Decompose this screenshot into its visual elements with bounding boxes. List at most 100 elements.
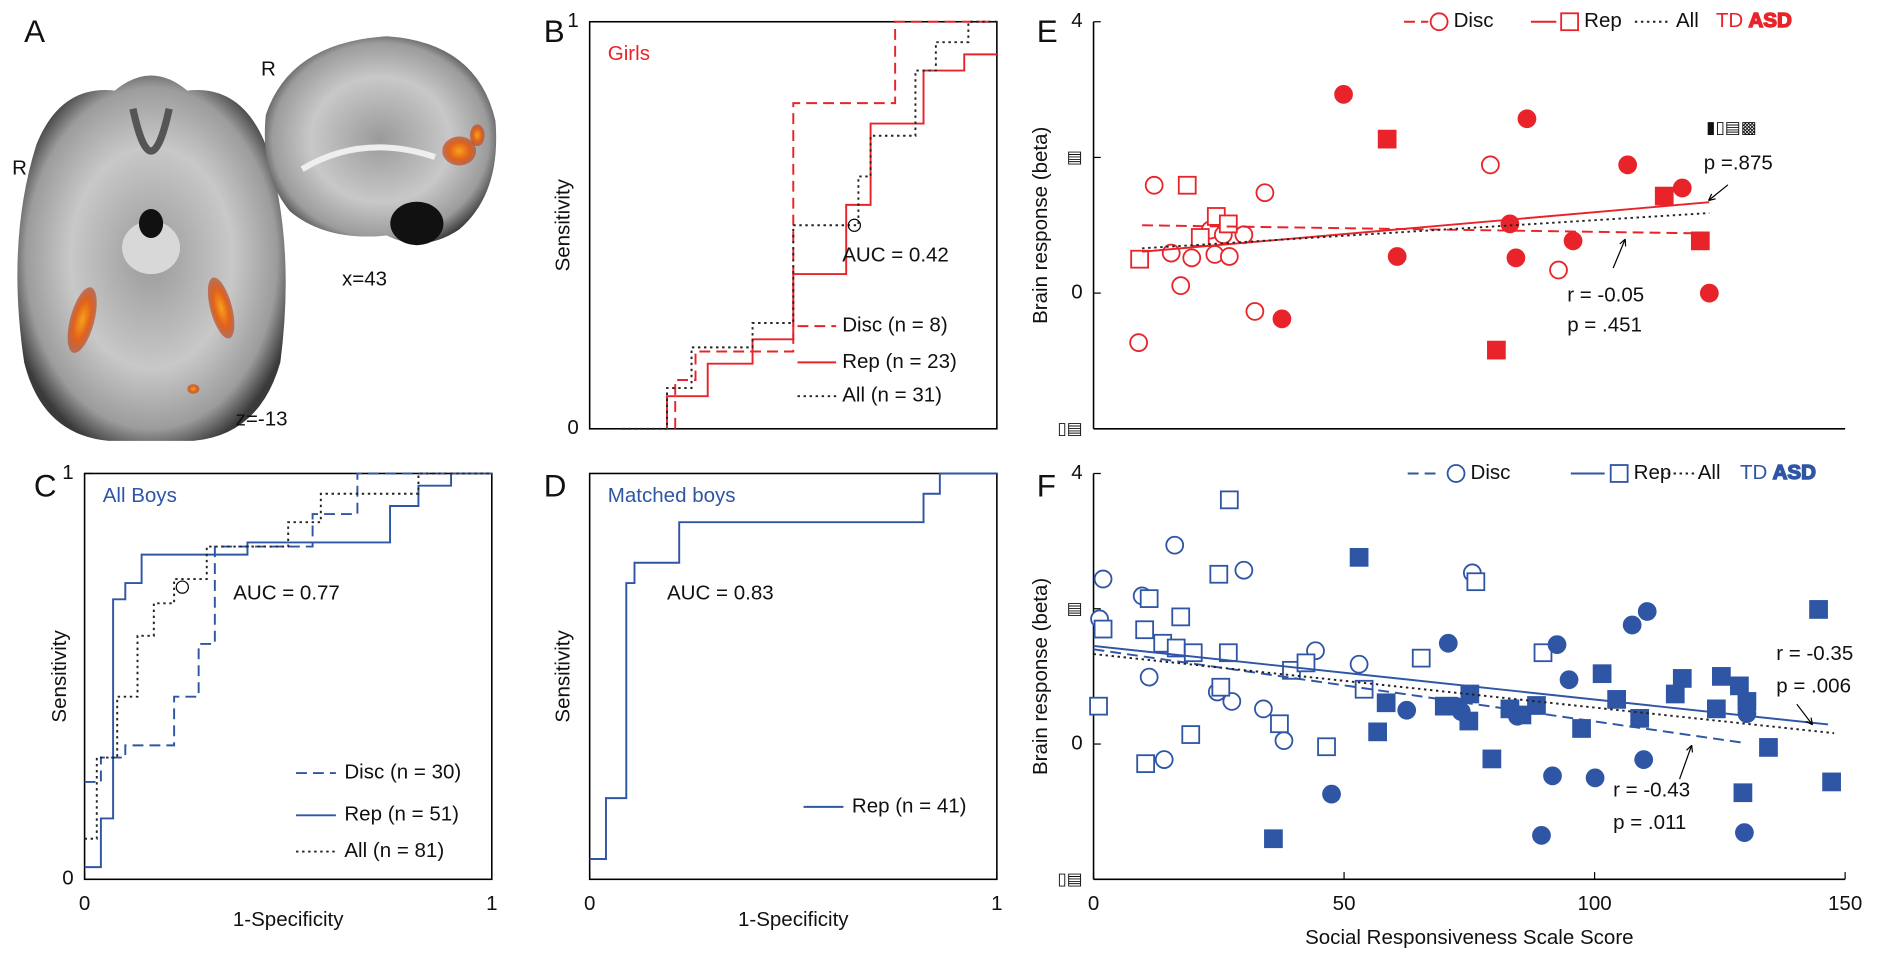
slice-label: z=-13 xyxy=(236,408,288,431)
point xyxy=(1093,619,1113,639)
annotation: p =.875 xyxy=(1704,152,1773,175)
legend-label: Disc xyxy=(1471,461,1511,484)
point xyxy=(1654,186,1674,206)
x-tick-label: 1 xyxy=(991,892,1002,915)
annotation: r = -0.43 xyxy=(1613,779,1690,802)
y-tick-label: 1 xyxy=(567,9,578,32)
point xyxy=(1487,340,1506,360)
point xyxy=(1296,653,1316,673)
point xyxy=(1411,648,1431,668)
point xyxy=(1190,228,1210,247)
point xyxy=(1211,677,1231,697)
panel-letter: C xyxy=(34,468,57,503)
point xyxy=(1607,690,1627,709)
point xyxy=(1460,684,1480,704)
point xyxy=(1144,175,1164,195)
point xyxy=(1434,696,1454,716)
point xyxy=(1672,669,1692,688)
roc-curve xyxy=(84,472,492,869)
point xyxy=(1466,572,1486,592)
point xyxy=(1219,247,1239,266)
point xyxy=(1274,731,1294,751)
legend-label: Disc (n = 8) xyxy=(842,314,947,337)
point xyxy=(1376,693,1396,713)
point xyxy=(1161,243,1181,263)
group-label: TD xyxy=(1740,461,1767,484)
point xyxy=(1672,178,1692,198)
activation xyxy=(442,136,477,166)
legend-label: Rep (n = 51) xyxy=(344,803,459,826)
y-tick-label: 0 xyxy=(1071,281,1082,304)
roc-curve xyxy=(84,472,492,783)
panel-letter: D xyxy=(544,468,567,503)
point xyxy=(1618,155,1638,175)
point xyxy=(1634,750,1654,769)
activation xyxy=(67,287,97,353)
point xyxy=(1322,784,1341,804)
point xyxy=(1533,643,1553,663)
point xyxy=(1665,684,1685,704)
point xyxy=(1368,722,1388,742)
roc-curve xyxy=(674,20,997,429)
point xyxy=(1264,829,1283,849)
activation xyxy=(470,124,485,147)
legend-label: Rep (n = 41) xyxy=(852,794,967,817)
point xyxy=(1549,260,1568,280)
legend-label: All xyxy=(1698,461,1721,484)
group-label: TD xyxy=(1716,9,1743,32)
annotation: ▮▯▤▩ xyxy=(1706,117,1757,137)
point xyxy=(1129,333,1149,352)
roc-curve xyxy=(666,53,997,429)
point xyxy=(1517,109,1537,129)
point xyxy=(1255,183,1275,203)
group-label: ASD xyxy=(1773,461,1816,484)
point xyxy=(1822,772,1841,792)
point xyxy=(1317,737,1336,757)
x-tick-label: 0 xyxy=(1088,892,1099,915)
point xyxy=(1482,749,1502,769)
legend-label: All xyxy=(1676,9,1699,32)
arrow-head xyxy=(1619,238,1627,247)
axes-box xyxy=(588,20,998,430)
legend-label: Disc xyxy=(1454,9,1494,32)
panel-letter: A xyxy=(24,14,45,49)
fit-line xyxy=(1142,224,1701,235)
roc-curve xyxy=(84,472,492,840)
x-axis-label: Social Responsiveness Scale Score xyxy=(1305,926,1633,949)
point xyxy=(1481,155,1500,175)
point xyxy=(1585,768,1605,788)
point xyxy=(1690,231,1710,251)
arrow xyxy=(1796,703,1813,726)
operating-point xyxy=(847,218,861,232)
arrow-head xyxy=(1686,744,1694,753)
point xyxy=(1543,766,1562,786)
point xyxy=(1089,696,1108,716)
fit-line xyxy=(1142,201,1710,253)
y-axis-label: Sensitivity xyxy=(48,629,71,722)
point xyxy=(1181,725,1201,744)
y-tick-label: 4 xyxy=(1071,461,1082,484)
point xyxy=(1218,214,1238,234)
panel-title: Matched boys xyxy=(608,484,736,507)
x-tick-label: 1 xyxy=(486,892,497,915)
point xyxy=(1699,283,1719,303)
ventricle xyxy=(138,208,164,238)
roc-curve xyxy=(622,20,997,430)
auc-label: AUC = 0.42 xyxy=(842,243,949,266)
legend-label: All (n = 81) xyxy=(344,839,444,862)
point xyxy=(1093,569,1113,589)
point xyxy=(1397,700,1417,720)
x-axis-label: 1-Specificity xyxy=(738,908,849,931)
side-label: R xyxy=(261,57,276,80)
sulcus xyxy=(129,107,173,155)
annotation: r = -0.35 xyxy=(1776,642,1853,665)
arrow-head xyxy=(1708,193,1716,202)
auc-label: AUC = 0.77 xyxy=(233,582,340,605)
point xyxy=(1592,664,1612,684)
legend-label: All (n = 31) xyxy=(842,384,942,407)
y-axis-label: Sensitivity xyxy=(552,178,575,271)
point xyxy=(1272,309,1292,329)
slice-label: x=43 xyxy=(342,268,387,291)
legend-label: Disc (n = 30) xyxy=(344,760,461,783)
